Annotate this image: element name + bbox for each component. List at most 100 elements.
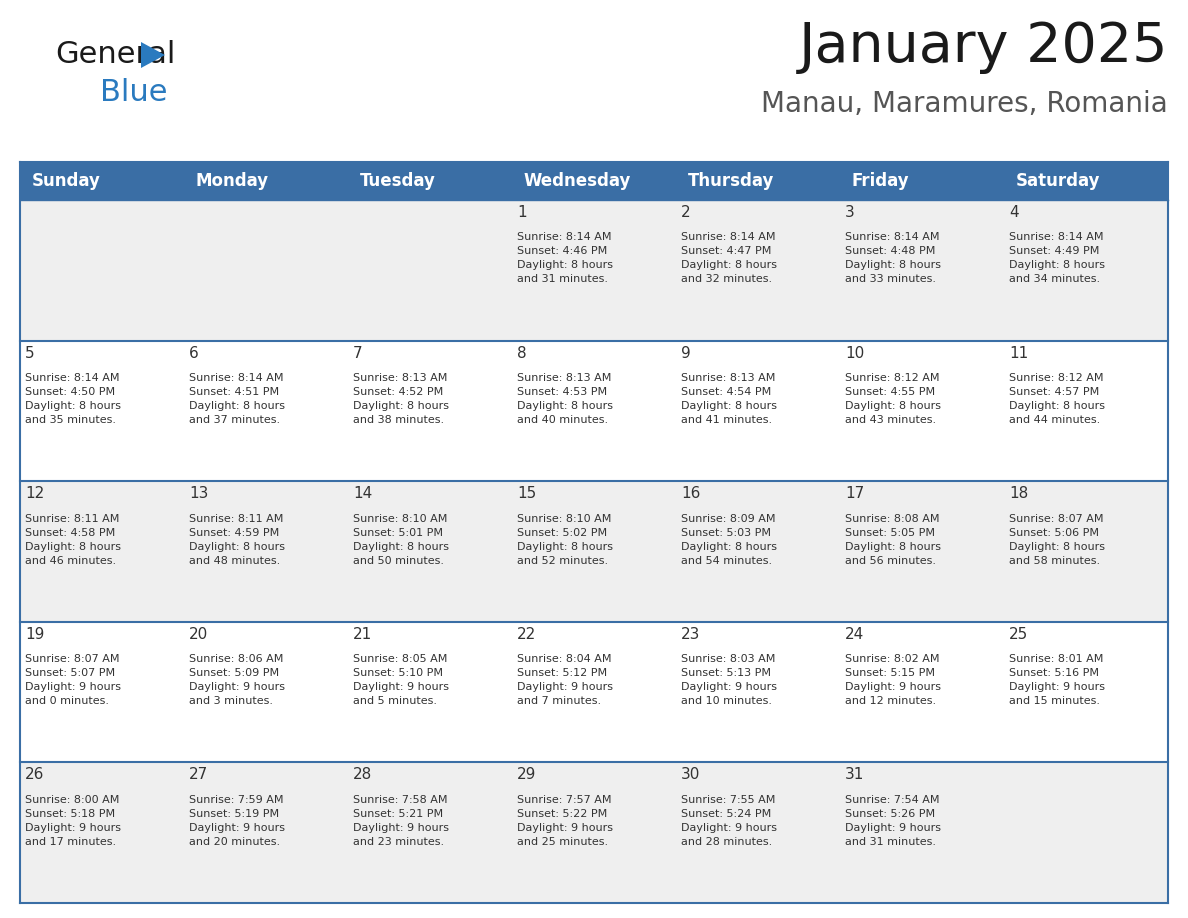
Text: Sunrise: 8:13 AM: Sunrise: 8:13 AM	[681, 373, 776, 383]
Text: Daylight: 8 hours: Daylight: 8 hours	[517, 542, 613, 552]
Bar	[20, 481, 184, 621]
Bar	[184, 621, 348, 763]
Text: Sunset: 4:46 PM: Sunset: 4:46 PM	[517, 246, 607, 256]
Text: January 2025: January 2025	[798, 20, 1168, 74]
Text: Sunrise: 8:14 AM: Sunrise: 8:14 AM	[845, 232, 940, 242]
Text: Daylight: 8 hours: Daylight: 8 hours	[681, 542, 777, 552]
Text: Sunset: 4:48 PM: Sunset: 4:48 PM	[845, 246, 935, 256]
Text: 21: 21	[353, 627, 372, 642]
Bar	[1004, 200, 1168, 341]
Text: Monday: Monday	[196, 172, 268, 190]
Text: Sunset: 4:57 PM: Sunset: 4:57 PM	[1009, 386, 1099, 397]
Text: Sunrise: 8:10 AM: Sunrise: 8:10 AM	[353, 513, 448, 523]
Text: and 10 minutes.: and 10 minutes.	[681, 696, 772, 706]
Bar	[20, 341, 184, 481]
Text: and 31 minutes.: and 31 minutes.	[845, 836, 936, 846]
Text: 3: 3	[845, 205, 854, 220]
Text: Daylight: 8 hours: Daylight: 8 hours	[681, 261, 777, 270]
Text: 28: 28	[353, 767, 372, 782]
Text: Sunset: 5:12 PM: Sunset: 5:12 PM	[517, 668, 607, 678]
Text: 13: 13	[189, 487, 208, 501]
Text: Sunrise: 8:09 AM: Sunrise: 8:09 AM	[681, 513, 776, 523]
Text: Sunset: 4:47 PM: Sunset: 4:47 PM	[681, 246, 771, 256]
Text: and 52 minutes.: and 52 minutes.	[517, 555, 608, 565]
Bar	[1004, 621, 1168, 763]
Text: Daylight: 8 hours: Daylight: 8 hours	[1009, 401, 1105, 411]
Text: 15: 15	[517, 487, 536, 501]
Text: 5: 5	[25, 345, 34, 361]
Text: Sunday: Sunday	[31, 172, 100, 190]
Text: and 58 minutes.: and 58 minutes.	[1009, 555, 1100, 565]
Text: 10: 10	[845, 345, 864, 361]
Text: Daylight: 9 hours: Daylight: 9 hours	[189, 823, 285, 833]
Text: Sunset: 4:49 PM: Sunset: 4:49 PM	[1009, 246, 1099, 256]
Text: Sunrise: 8:13 AM: Sunrise: 8:13 AM	[517, 373, 612, 383]
Text: and 0 minutes.: and 0 minutes.	[25, 696, 109, 706]
Text: Sunset: 5:02 PM: Sunset: 5:02 PM	[517, 528, 607, 538]
Text: Sunset: 4:55 PM: Sunset: 4:55 PM	[845, 386, 935, 397]
Text: and 12 minutes.: and 12 minutes.	[845, 696, 936, 706]
Text: Sunset: 4:58 PM: Sunset: 4:58 PM	[25, 528, 115, 538]
Bar	[20, 621, 184, 763]
Text: Daylight: 9 hours: Daylight: 9 hours	[845, 682, 941, 692]
Text: Daylight: 8 hours: Daylight: 8 hours	[189, 542, 285, 552]
Text: and 40 minutes.: and 40 minutes.	[517, 415, 608, 425]
Text: Daylight: 9 hours: Daylight: 9 hours	[845, 823, 941, 833]
Text: Daylight: 9 hours: Daylight: 9 hours	[681, 682, 777, 692]
Text: and 35 minutes.: and 35 minutes.	[25, 415, 116, 425]
Text: Sunset: 5:21 PM: Sunset: 5:21 PM	[353, 809, 443, 819]
Text: Sunrise: 8:12 AM: Sunrise: 8:12 AM	[1009, 373, 1104, 383]
Text: Daylight: 9 hours: Daylight: 9 hours	[681, 823, 777, 833]
Bar	[1004, 162, 1168, 200]
Text: Daylight: 9 hours: Daylight: 9 hours	[517, 823, 613, 833]
Text: and 50 minutes.: and 50 minutes.	[353, 555, 444, 565]
Text: Sunrise: 7:59 AM: Sunrise: 7:59 AM	[189, 795, 284, 805]
Text: Sunrise: 8:14 AM: Sunrise: 8:14 AM	[1009, 232, 1104, 242]
Bar	[840, 621, 1004, 763]
Text: 16: 16	[681, 487, 701, 501]
Text: 11: 11	[1009, 345, 1029, 361]
Text: Sunrise: 8:11 AM: Sunrise: 8:11 AM	[189, 513, 284, 523]
Text: Daylight: 8 hours: Daylight: 8 hours	[25, 542, 121, 552]
Text: Friday: Friday	[852, 172, 909, 190]
Text: 7: 7	[353, 345, 362, 361]
Text: and 17 minutes.: and 17 minutes.	[25, 836, 116, 846]
Text: Sunrise: 7:58 AM: Sunrise: 7:58 AM	[353, 795, 448, 805]
Text: and 28 minutes.: and 28 minutes.	[681, 836, 772, 846]
Text: Sunrise: 7:57 AM: Sunrise: 7:57 AM	[517, 795, 612, 805]
Bar	[20, 162, 184, 200]
Text: Sunrise: 8:14 AM: Sunrise: 8:14 AM	[189, 373, 284, 383]
Text: Sunrise: 8:05 AM: Sunrise: 8:05 AM	[353, 655, 448, 664]
Text: 30: 30	[681, 767, 701, 782]
Text: Sunrise: 8:10 AM: Sunrise: 8:10 AM	[517, 513, 612, 523]
Bar	[512, 621, 676, 763]
Text: Daylight: 9 hours: Daylight: 9 hours	[1009, 682, 1105, 692]
Text: Sunrise: 8:14 AM: Sunrise: 8:14 AM	[25, 373, 120, 383]
Text: 8: 8	[517, 345, 526, 361]
Text: Sunrise: 8:07 AM: Sunrise: 8:07 AM	[25, 655, 120, 664]
Text: Sunset: 5:15 PM: Sunset: 5:15 PM	[845, 668, 935, 678]
Bar	[512, 481, 676, 621]
Text: Sunset: 5:16 PM: Sunset: 5:16 PM	[1009, 668, 1099, 678]
Text: and 33 minutes.: and 33 minutes.	[845, 274, 936, 285]
Text: Daylight: 8 hours: Daylight: 8 hours	[353, 401, 449, 411]
Bar	[840, 481, 1004, 621]
Text: Sunrise: 8:14 AM: Sunrise: 8:14 AM	[681, 232, 776, 242]
Text: and 23 minutes.: and 23 minutes.	[353, 836, 444, 846]
Text: Daylight: 8 hours: Daylight: 8 hours	[845, 542, 941, 552]
Bar	[676, 341, 840, 481]
Bar	[840, 200, 1004, 341]
Text: Sunset: 5:01 PM: Sunset: 5:01 PM	[353, 528, 443, 538]
Text: 4: 4	[1009, 205, 1018, 220]
Text: and 56 minutes.: and 56 minutes.	[845, 555, 936, 565]
Text: Sunrise: 8:01 AM: Sunrise: 8:01 AM	[1009, 655, 1104, 664]
Text: Daylight: 8 hours: Daylight: 8 hours	[189, 401, 285, 411]
Text: Sunset: 4:54 PM: Sunset: 4:54 PM	[681, 386, 771, 397]
Text: and 34 minutes.: and 34 minutes.	[1009, 274, 1100, 285]
Text: and 54 minutes.: and 54 minutes.	[681, 555, 772, 565]
Bar	[348, 763, 512, 903]
Bar	[1004, 341, 1168, 481]
Text: 23: 23	[681, 627, 701, 642]
Text: Daylight: 9 hours: Daylight: 9 hours	[25, 682, 121, 692]
Text: Sunrise: 8:08 AM: Sunrise: 8:08 AM	[845, 513, 940, 523]
